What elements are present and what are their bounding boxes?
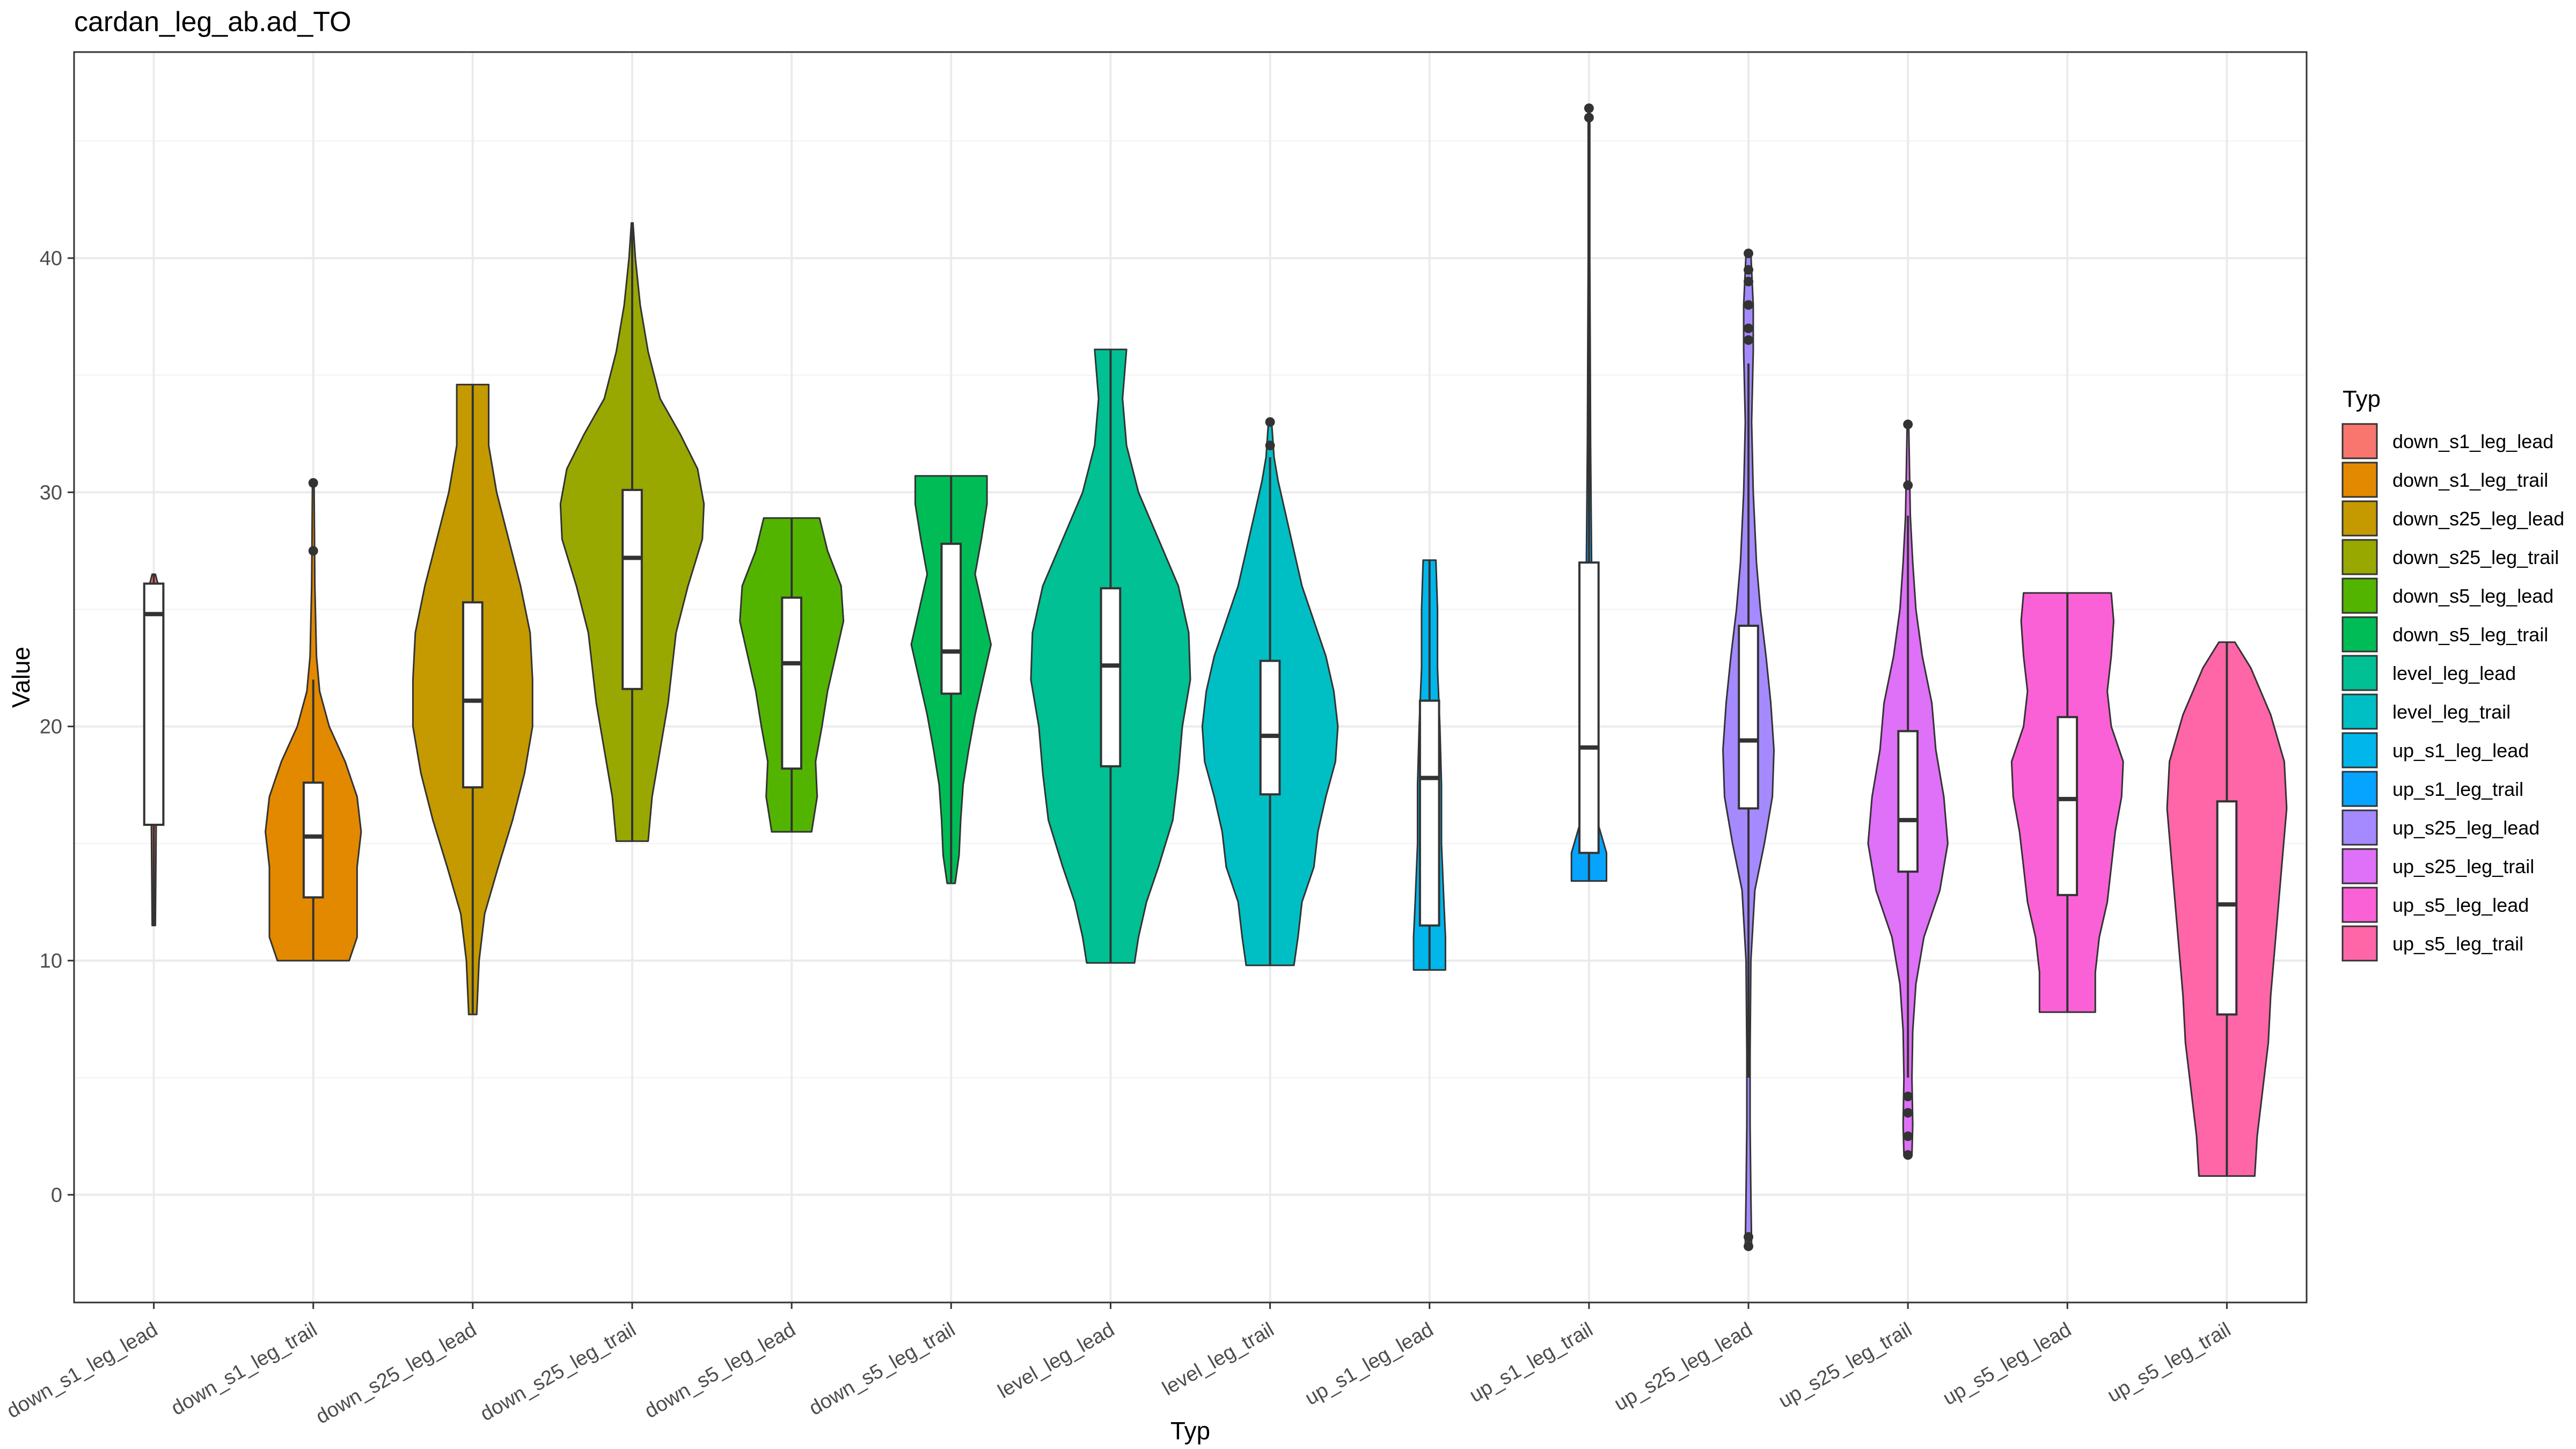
- x-axis: down_s1_leg_lead down_s1_leg_traildown_s2…: [3, 1302, 2235, 1429]
- x-tick-label: down_s25_leg_trail: [477, 1318, 640, 1425]
- legend-title: Typ: [2343, 386, 2381, 412]
- box-up_s5_leg_lead: [2057, 716, 2079, 896]
- legend-key: [2341, 771, 2378, 807]
- legend-key: [2341, 732, 2378, 769]
- box-down_s1_leg_trail: [302, 781, 324, 899]
- outlier-point: [1903, 1108, 1913, 1118]
- box-down_s5_leg_trail: [940, 543, 962, 695]
- outlier-point: [1744, 248, 1753, 259]
- y-tick-label: 20: [40, 716, 62, 738]
- box-up_s1_leg_trail: [1578, 561, 1600, 854]
- x-tick-label: up_s1_leg_trail: [1466, 1318, 1597, 1407]
- legend-label: down_s1_leg_trail: [2392, 469, 2548, 491]
- legend-key: [2341, 616, 2378, 653]
- y-axis-title: Value: [7, 647, 35, 708]
- legend-key: [2341, 423, 2378, 459]
- outlier-point: [1584, 113, 1594, 123]
- x-tick-label: up_s1_leg_lead: [1301, 1318, 1437, 1410]
- box-up_s25_leg_trail: [1897, 730, 1919, 873]
- plot-border: [73, 51, 2308, 1304]
- legend-key: [2341, 577, 2378, 614]
- box-down_s25_leg_trail: [621, 488, 643, 690]
- x-tick-label: up_s25_leg_lead: [1611, 1318, 1757, 1415]
- outlier-point: [1903, 1092, 1913, 1102]
- legend-label: up_s25_leg_lead: [2392, 817, 2540, 839]
- legend: Typ down_s1_leg_leaddown_s1_leg_traildow…: [2341, 386, 2564, 962]
- legend-label: down_s5_leg_lead: [2392, 585, 2553, 607]
- outlier-point: [1744, 1232, 1753, 1242]
- x-tick-label: up_s5_leg_trail: [2104, 1318, 2235, 1407]
- legend-label: down_s25_leg_lead: [2392, 508, 2564, 530]
- outlier-point: [1903, 480, 1913, 491]
- x-tick-label: level_leg_lead: [994, 1318, 1118, 1403]
- outlier-point: [308, 478, 318, 488]
- outlier-point: [1265, 417, 1275, 427]
- chart-title: cardan_leg_ab.ad_TO: [74, 6, 352, 38]
- boxplot-layer: [143, 103, 2238, 1252]
- outlier-point: [308, 546, 318, 556]
- x-tick-label: down_s1_leg_trail: [167, 1318, 321, 1420]
- y-tick-label: 10: [40, 950, 62, 972]
- x-tick-label: up_s25_leg_trail: [1775, 1318, 1916, 1413]
- x-tick-label: level_leg_trail: [1159, 1318, 1278, 1400]
- legend-key: [2341, 848, 2378, 884]
- legend-label: up_s25_leg_trail: [2392, 855, 2534, 877]
- outlier-point: [1903, 1131, 1913, 1141]
- box-down_s5_leg_lead: [781, 596, 802, 770]
- legend-key: [2341, 462, 2378, 498]
- x-tick-label: down_s5_leg_lead: [641, 1318, 799, 1423]
- box-level_leg_lead: [1100, 587, 1122, 767]
- x-tick-label: down_s1_leg_lead: [3, 1318, 162, 1423]
- legend-key: [2341, 809, 2378, 846]
- outlier-point: [1265, 441, 1275, 451]
- outlier-point: [1744, 265, 1753, 275]
- y-tick-label: 0: [51, 1184, 62, 1206]
- legend-label: level_leg_lead: [2392, 662, 2516, 684]
- x-axis-title: Typ: [1170, 1417, 1210, 1445]
- outlier-point: [1744, 323, 1753, 333]
- legend-label: up_s5_leg_lead: [2392, 894, 2529, 916]
- legend-key: [2341, 500, 2378, 537]
- legend-key: [2341, 925, 2378, 962]
- legend-key: [2341, 887, 2378, 923]
- box-up_s1_leg_lead: [1418, 699, 1440, 927]
- x-tick-label: up_s5_leg_lead: [1939, 1318, 2075, 1410]
- legend-label: level_leg_trail: [2392, 701, 2511, 723]
- legend-key: [2341, 539, 2378, 575]
- legend-items: down_s1_leg_lead down_s1_leg_trail down_s2…: [2341, 423, 2564, 962]
- y-tick-label: 40: [40, 247, 62, 270]
- outlier-point: [1584, 103, 1594, 113]
- legend-label: up_s5_leg_trail: [2392, 933, 2523, 955]
- legend-label: down_s5_leg_trail: [2392, 624, 2548, 646]
- legend-label: up_s1_leg_lead: [2392, 740, 2529, 762]
- outlier-point: [1744, 335, 1753, 345]
- outlier-point: [1903, 1150, 1913, 1160]
- outlier-point: [1744, 1241, 1753, 1252]
- legend-key: [2341, 693, 2378, 730]
- legend-key: [2341, 655, 2378, 691]
- y-tick-label: 30: [40, 481, 62, 504]
- box-down_s1_leg_lead: [143, 582, 165, 826]
- outlier-point: [1744, 300, 1753, 310]
- box-up_s25_leg_lead: [1738, 625, 1759, 810]
- box-down_s25_leg_lead: [462, 601, 484, 789]
- legend-label: down_s25_leg_trail: [2392, 546, 2559, 568]
- box-level_leg_trail: [1259, 660, 1281, 796]
- box-up_s5_leg_trail: [2216, 800, 2238, 1016]
- x-tick-label: down_s5_leg_trail: [805, 1318, 958, 1420]
- legend-label: up_s1_leg_trail: [2392, 778, 2523, 800]
- x-tick-label: down_s25_leg_lead: [312, 1318, 481, 1428]
- outlier-point: [1903, 419, 1913, 429]
- outlier-point: [1744, 276, 1753, 287]
- y-axis: 0 10 20 30 40: [40, 247, 74, 1206]
- legend-label: down_s1_leg_lead: [2392, 430, 2553, 452]
